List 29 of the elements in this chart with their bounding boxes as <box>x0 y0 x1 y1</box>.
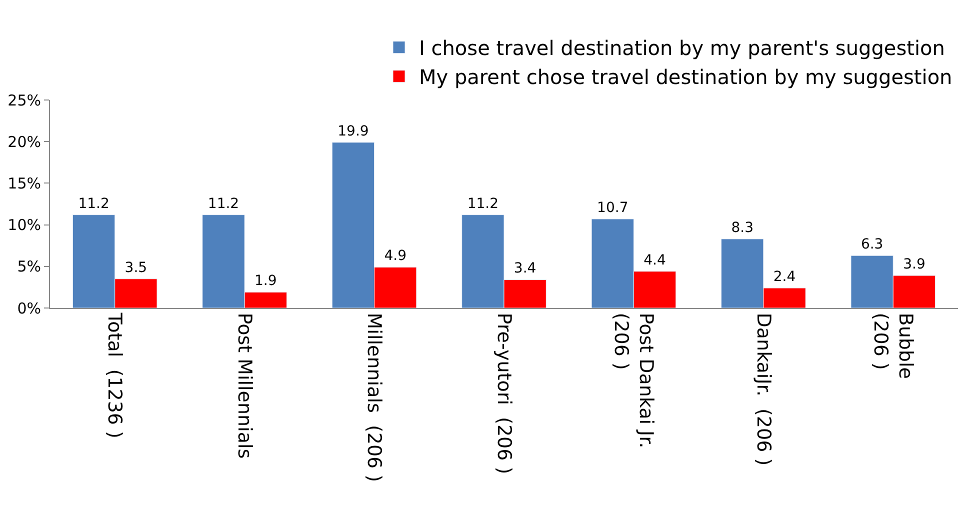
y-tick-label: 25% <box>8 91 41 110</box>
x-tick-label: Pre-yutori (206 ) <box>492 312 515 474</box>
data-label: 3.4 <box>514 260 536 277</box>
data-label: 8.3 <box>731 220 754 236</box>
x-tick-label: Post Millennials <box>233 312 256 459</box>
x-tick-label: Millennials (206 ) <box>363 312 386 482</box>
x-tick-label: Bubble (206 ) <box>870 312 916 379</box>
y-tick-label: 15% <box>8 174 41 192</box>
y-tick-label: 20% <box>8 132 41 151</box>
data-label: 10.7 <box>597 200 628 216</box>
y-tick-label: 10% <box>8 216 41 234</box>
data-label: 11.2 <box>78 196 110 212</box>
data-label: 3.9 <box>903 256 926 273</box>
y-tick-label: 0% <box>17 299 41 318</box>
data-label: 3.5 <box>124 260 148 276</box>
y-tick-label: 5% <box>17 258 41 276</box>
data-label: 11.2 <box>467 196 499 212</box>
data-label: 19.9 <box>338 123 369 140</box>
x-tick-label: DankaiJr. (206 ) <box>752 312 774 466</box>
data-label: 4.4 <box>644 252 666 268</box>
data-label: 2.4 <box>773 269 796 286</box>
data-label: 11.2 <box>208 196 240 212</box>
legend-label: I chose travel destination by my parent's suggestion <box>419 36 945 60</box>
x-tick-label: Post Dankai Jr. (206 ) <box>610 312 657 448</box>
data-label: 6.3 <box>860 236 884 253</box>
legend-label: My parent chose travel destination by my suggestion <box>419 65 952 90</box>
data-label: 4.9 <box>384 248 406 264</box>
x-tick-label: Total (1236 ) <box>104 312 126 438</box>
data-label: 1.9 <box>254 273 277 290</box>
